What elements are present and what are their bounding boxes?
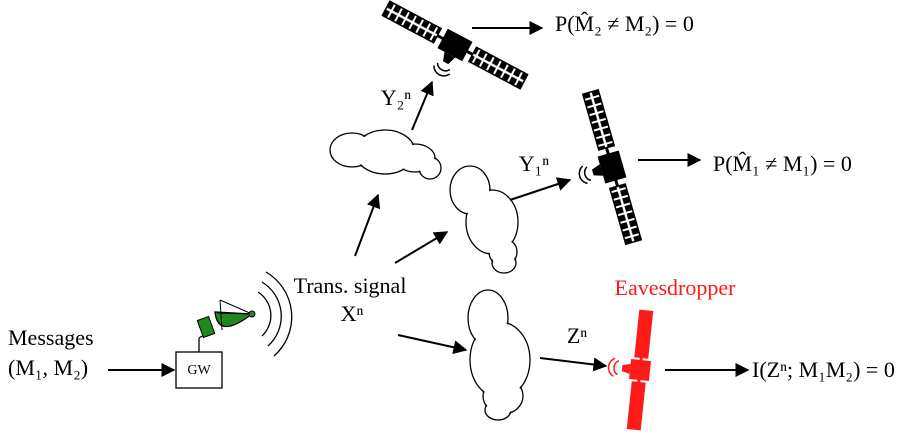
diagram: Messages (M₁, M₂) GW Trans. signal Xⁿ Y₂…: [0, 0, 923, 435]
condition-1: P(M̂₁ ≠ M₁) = 0: [713, 151, 852, 176]
messages-pair: (M₁, M₂): [8, 355, 88, 380]
dish: [197, 272, 291, 356]
satellite-1: [558, 89, 644, 251]
cloud: [450, 166, 518, 273]
z-label: Zⁿ: [567, 323, 587, 348]
eavesdropper-label: Eavesdropper: [615, 275, 737, 300]
gateway-label: GW: [187, 363, 211, 378]
condition-2: P(M̂₂ ≠ M₂) = 0: [555, 11, 694, 36]
cloud: [330, 130, 441, 179]
y2-label: Y₂ⁿ: [381, 85, 412, 110]
eavesdropper-satellite: [602, 307, 656, 431]
cloud: [468, 290, 530, 420]
y1-label: Y₁ⁿ: [519, 151, 550, 176]
trans-signal-label: Trans. signal: [294, 273, 407, 298]
messages-label: Messages: [8, 325, 94, 350]
trans-symbol: Xⁿ: [341, 301, 364, 326]
secrecy-condition: I(Zⁿ; M₁M₂) = 0: [752, 357, 895, 382]
